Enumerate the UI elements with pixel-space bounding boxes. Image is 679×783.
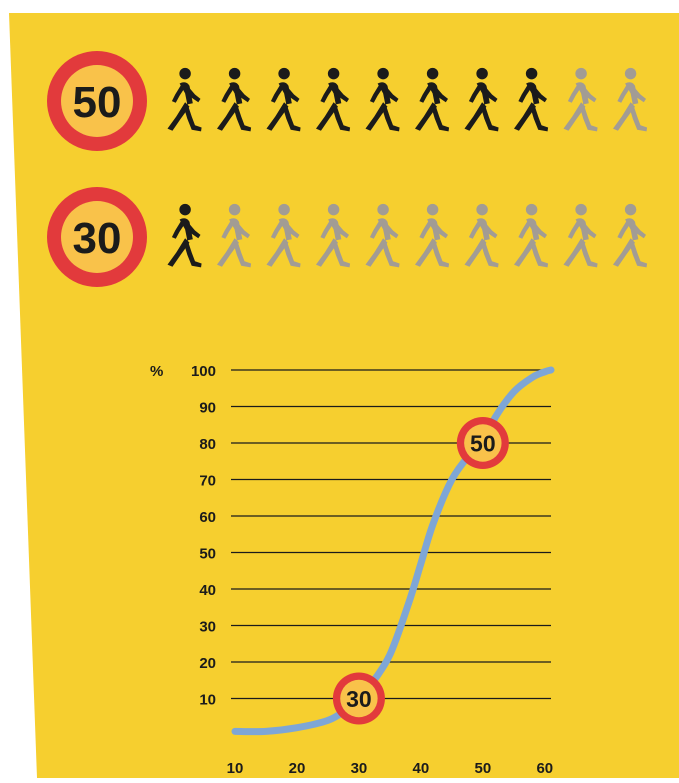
y-tick-label: 50 (199, 546, 216, 563)
line-chart: % 10 20 30 40 50 60 70 80 90 100 10 20 30 40 50 60 30 5… (150, 363, 555, 777)
marker-50: 50 (456, 417, 509, 469)
sign-label: 30 (346, 686, 372, 712)
pedestrian-rows: 50 30 (47, 51, 648, 287)
grid-lines (231, 369, 551, 700)
y-tick-label: 100 (191, 363, 216, 380)
y-tick-label: 60 (199, 509, 216, 526)
x-tick-label: 20 (289, 760, 306, 777)
x-tick-label: 40 (413, 760, 430, 777)
pedestrian-row-50: 50 (47, 51, 648, 151)
series-curve (231, 366, 555, 736)
sign-label: 30 (73, 214, 122, 263)
x-tick-label: 50 (474, 760, 491, 777)
sign-inner (464, 424, 502, 462)
x-tick-label: 10 (227, 760, 244, 777)
y-tick-label: 20 (199, 655, 216, 672)
y-tick-label: 40 (199, 582, 216, 599)
sign-label: 50 (73, 78, 122, 127)
speed-sign-50: 50 (47, 51, 147, 151)
pedestrian-row-30: 30 (47, 187, 648, 287)
y-tick-label: 30 (199, 619, 216, 636)
yellow-background (9, 13, 679, 778)
y-tick-label: 10 (199, 692, 216, 709)
sign-inner (340, 679, 378, 718)
y-axis-unit: % (150, 363, 163, 380)
sign-label: 50 (470, 430, 496, 456)
y-tick-labels: 10 20 30 40 50 60 70 80 90 100 (191, 363, 216, 709)
sign-inner (61, 201, 133, 273)
y-tick-label: 90 (199, 400, 216, 417)
y-tick-label: 80 (199, 436, 216, 453)
speed-markers: 30 50 (332, 417, 509, 725)
marker-30: 30 (332, 672, 385, 725)
speed-sign-30: 30 (47, 187, 147, 287)
x-tick-label: 30 (351, 760, 368, 777)
y-tick-label: 70 (199, 473, 216, 490)
x-tick-label: 60 (536, 760, 553, 777)
x-tick-labels: 10 20 30 40 50 60 (227, 760, 553, 777)
sign-inner (61, 65, 133, 137)
